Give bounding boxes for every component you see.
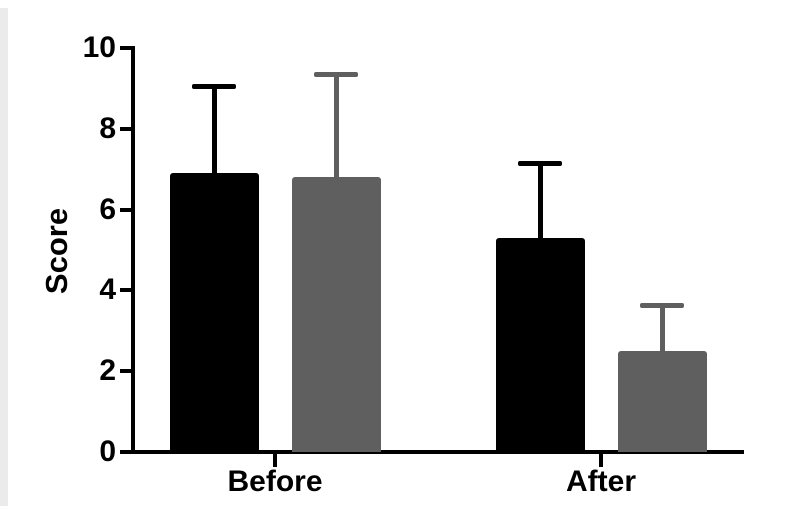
error-bar-line (211, 84, 217, 174)
y-tick (120, 288, 131, 293)
y-tick (120, 369, 131, 374)
x-axis-line (131, 450, 744, 454)
y-tick (120, 126, 131, 131)
error-bar-cap (640, 302, 684, 308)
page-edge-strip (0, 8, 8, 506)
y-tick (120, 46, 131, 50)
y-tick (120, 450, 131, 454)
black-series-bar-before (169, 173, 259, 452)
error-bar-line (659, 302, 665, 351)
x-tick (273, 454, 277, 467)
gray-series-bar-before (291, 177, 381, 452)
x-tick (599, 454, 603, 467)
error-bar-cap (518, 161, 562, 167)
y-tick-label: 4 (99, 273, 116, 307)
y-axis-line (131, 46, 135, 454)
y-tick-label: 2 (99, 354, 116, 388)
y-tick-label: 0 (99, 435, 116, 468)
error-bar-cap (192, 84, 236, 90)
y-tick-label: 10 (82, 31, 116, 64)
error-bar-cap (314, 72, 358, 78)
category-label-after: After (565, 465, 636, 498)
error-bar-line (537, 161, 543, 238)
category-label-before: Before (227, 465, 323, 498)
y-tick-label: 8 (99, 111, 116, 145)
y-tick (120, 207, 131, 212)
error-bar-line (333, 72, 339, 178)
y-tick-label: 6 (99, 192, 116, 226)
black-series-bar-after (495, 237, 585, 452)
gray-series-bar-after (617, 351, 707, 452)
